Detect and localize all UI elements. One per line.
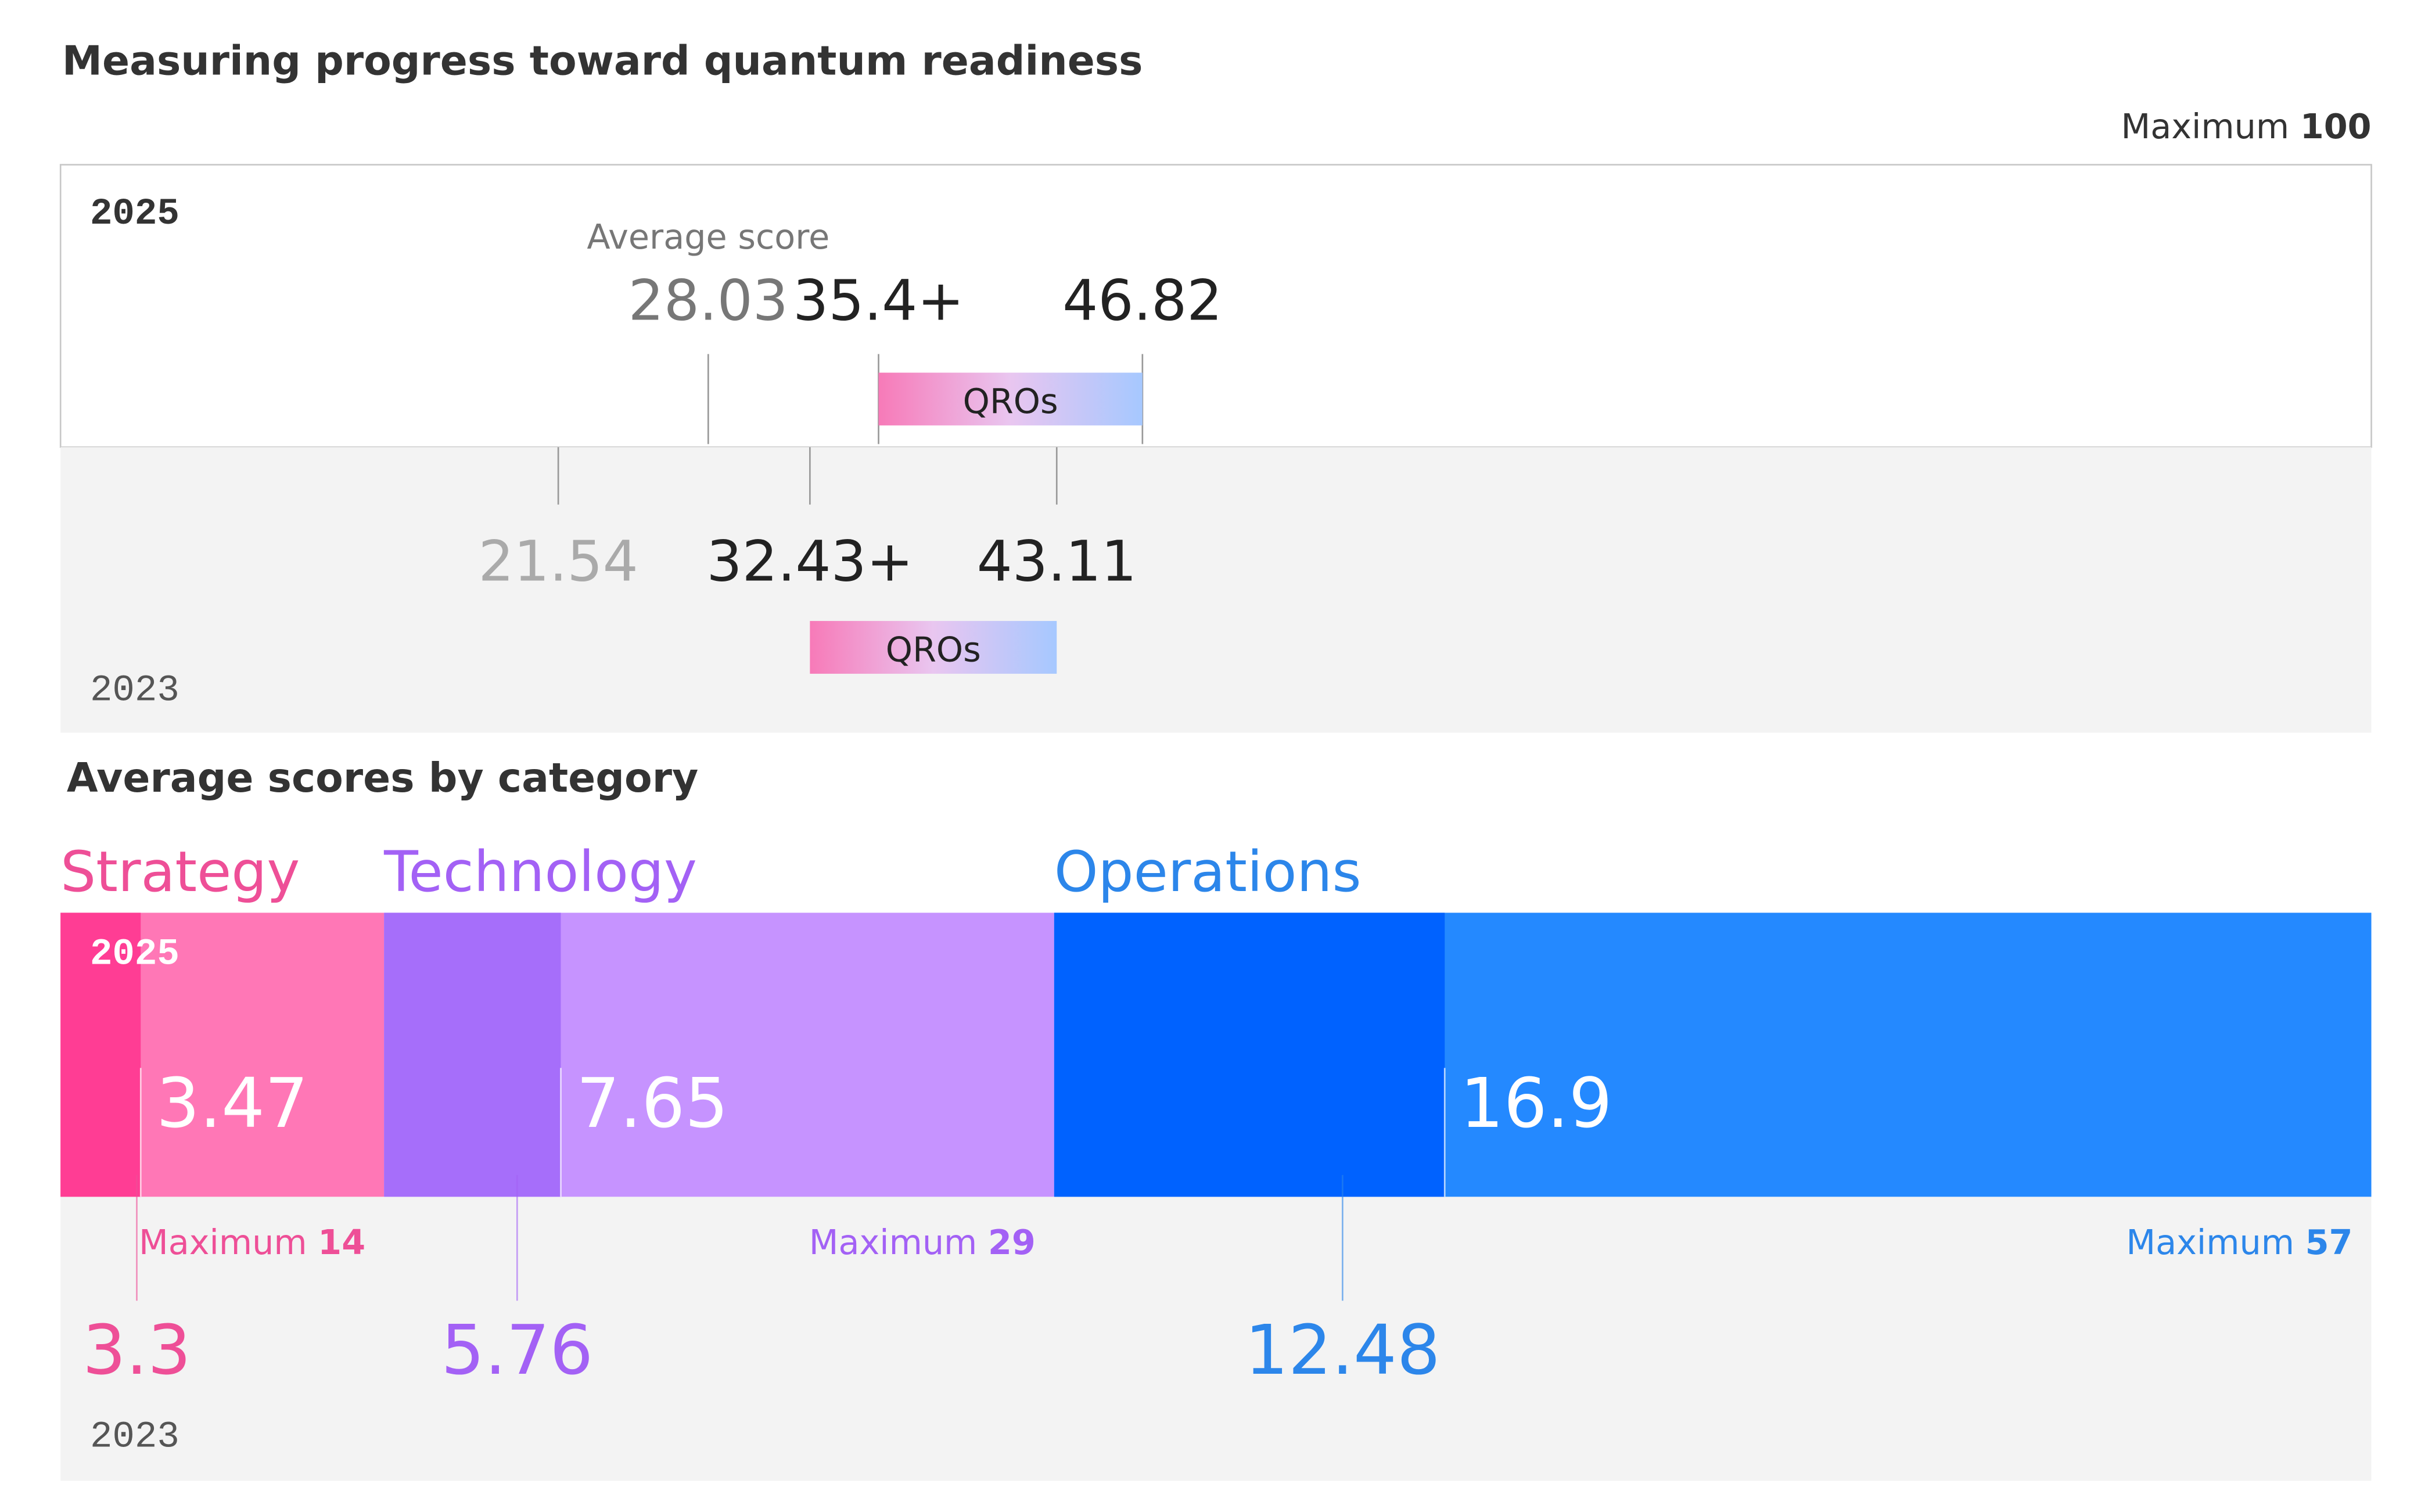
chart-title: Average scores by category: [67, 755, 698, 802]
max-value: 100: [2300, 106, 2372, 146]
category-label: Strategy: [60, 839, 300, 904]
score-segment: [384, 913, 561, 1197]
score-segment: [1054, 913, 1445, 1197]
category-label: Operations: [1054, 839, 1362, 904]
max-label-text: Maximum: [2126, 1222, 2294, 1262]
value-label: 46.82: [1062, 268, 1222, 333]
bottom-panel: [60, 1197, 2372, 1481]
score-segment: [60, 913, 141, 1197]
year-label: 2023: [90, 670, 179, 712]
max-value: 57: [2305, 1222, 2353, 1262]
value-label: 35.4+: [793, 268, 964, 333]
value-label: 43.11: [977, 529, 1137, 594]
max-value: 14: [318, 1222, 365, 1262]
score-label: 3.47: [156, 1064, 308, 1143]
max-label-text: Maximum: [2121, 106, 2290, 146]
max-label: Maximum 100: [2121, 106, 2372, 146]
max-label: Maximum 57: [2126, 1222, 2352, 1262]
value-label: 28.03: [628, 268, 788, 333]
chart-title: Measuring progress toward quantum readin…: [62, 38, 1143, 85]
average-label: Average score: [587, 217, 829, 257]
max-label-text: Maximum: [139, 1222, 307, 1262]
prior-label: 3.3: [82, 1310, 191, 1390]
max-label: Maximum 29: [809, 1222, 1036, 1262]
category-label: Technology: [383, 839, 697, 904]
max-label-text: Maximum: [809, 1222, 978, 1262]
score-label: 16.9: [1460, 1064, 1612, 1143]
max-value: 29: [988, 1222, 1036, 1262]
year-label: 2025: [90, 934, 179, 976]
qro-bar: [878, 372, 1143, 426]
year-label: 2025: [90, 193, 179, 235]
qro-label: QROs: [963, 381, 1058, 421]
panel-2023: [60, 447, 2372, 733]
value-label: 21.54: [478, 529, 638, 594]
year-label: 2023: [90, 1416, 179, 1458]
qro-bar: [810, 621, 1057, 674]
panel-2025: [59, 164, 2372, 448]
prior-label: 5.76: [441, 1310, 593, 1390]
value-label: 32.43+: [706, 529, 913, 594]
max-label: Maximum 14: [139, 1222, 365, 1262]
prior-label: 12.48: [1245, 1310, 1441, 1390]
qro-label: QROs: [886, 630, 981, 670]
score-label: 7.65: [576, 1064, 728, 1143]
